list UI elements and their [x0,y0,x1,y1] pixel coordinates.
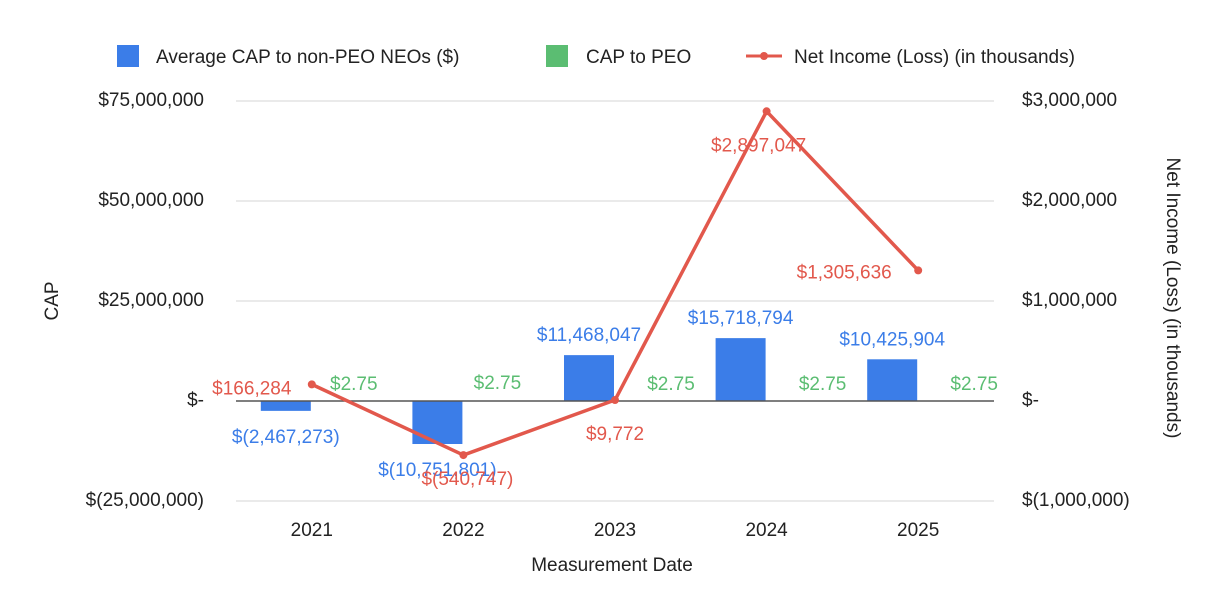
net-income-point [459,451,468,460]
bar-non-peo [412,401,463,445]
bar-non-peo [715,338,766,401]
x-tick-label: 2022 [442,520,484,541]
legend-marker-net-income [760,52,768,60]
x-tick-label: 2023 [594,520,636,541]
legend-swatch-non-peo [117,45,139,67]
x-tick-label: 2021 [291,520,333,541]
left-tick-label: $25,000,000 [98,290,204,311]
net-income-point [611,396,619,405]
legend-label-net-income: Net Income (Loss) (in thousands) [794,47,1075,68]
legend-label-peo: CAP to PEO [586,47,691,68]
left-tick-label: $75,000,000 [98,90,204,111]
left-axis-title: CAP [42,281,63,320]
label-non-peo: $10,425,904 [839,329,945,350]
label-net-income: $9,772 [586,424,644,445]
label-peo: $2.75 [330,374,378,395]
x-axis-ticks: 2021 2022 2023 2024 2025 [291,520,940,541]
label-non-peo: $(2,467,273) [232,427,340,448]
gridlines [236,100,994,502]
bar-non-peo [867,359,918,401]
left-tick-label: $- [187,390,204,411]
legend-item-non-peo[interactable]: Average CAP to non-PEO NEOs ($) [117,45,459,68]
bar-non-peo [564,355,614,401]
left-tick-label: $(25,000,000) [86,490,204,511]
label-net-income: $2,897,047 [711,135,806,156]
left-axis-ticks: $75,000,000 $50,000,000 $25,000,000 $- $(25,… [86,90,204,511]
left-tick-label: $50,000,000 [98,190,204,211]
legend: Average CAP to non-PEO NEOs ($) CAP to P… [117,45,1075,68]
net-income-point [762,107,771,116]
legend-item-net-income[interactable]: Net Income (Loss) (in thousands) [746,47,1075,68]
label-non-peo: $(10,751,801) [378,460,496,481]
x-tick-label: 2024 [745,520,788,541]
label-peo: $2.75 [950,374,998,395]
label-non-peo: $11,468,047 [537,325,641,346]
legend-item-peo[interactable]: CAP to PEO [546,45,691,68]
net-income-point [307,380,316,389]
label-peo: $2.75 [799,374,847,395]
legend-label-non-peo: Average CAP to non-PEO NEOs ($) [156,47,459,68]
right-tick-label: $2,000,000 [1022,190,1117,211]
right-tick-label: $3,000,000 [1022,90,1117,111]
label-net-income: $1,305,636 [797,262,892,283]
right-axis-title: Net Income (Loss) (in thousands) [1162,158,1183,439]
label-peo: $2.75 [474,373,522,394]
right-tick-label: $- [1022,390,1039,411]
x-axis-title: Measurement Date [531,555,693,576]
label-non-peo: $15,718,794 [688,308,794,329]
right-axis-ticks: $3,000,000 $2,000,000 $1,000,000 $- $(1,000,… [1022,90,1130,511]
label-net-income: $166,284 [212,378,292,399]
legend-swatch-peo [546,45,568,67]
data-labels: $(2,467,273) $(10,751,801) $11,468,047 $15,… [212,135,998,490]
x-tick-label: 2025 [897,520,939,541]
right-tick-label: $(1,000,000) [1022,490,1130,511]
label-peo: $2.75 [647,374,695,395]
label-net-income: $(540,747) [421,469,513,490]
bar-non-peo [260,401,311,411]
net-income-point [914,266,923,275]
net-income-line-layer [307,107,923,460]
right-tick-label: $1,000,000 [1022,290,1117,311]
